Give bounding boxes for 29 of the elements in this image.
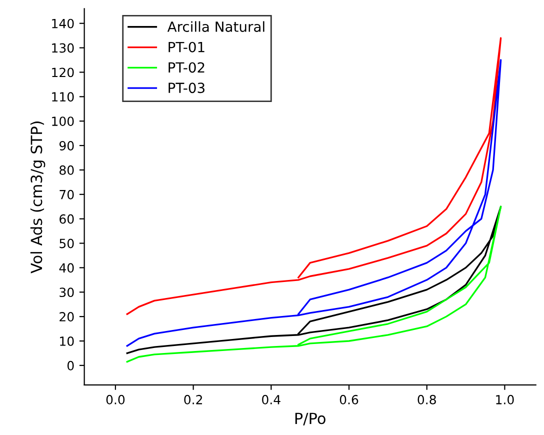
legend-label: PT-03 (168, 82, 204, 94)
x-tick-label: 0.6 (340, 394, 358, 404)
y-tick-label: 50 (60, 238, 74, 248)
y-axis-title: Vol Ads (cm3/g STP) (30, 122, 46, 274)
x-tick-label: 0.0 (106, 394, 125, 404)
y-tick-label: 90 (59, 141, 74, 150)
x-tick-label: 0.8 (418, 394, 436, 404)
y-tick-label: 70 (60, 190, 74, 200)
y-tick-label: 140 (52, 18, 74, 28)
y-tick-label: 20 (60, 312, 74, 322)
line-series (126, 37, 502, 315)
y-tick-label: 80 (60, 165, 74, 175)
x-tick-label: 0.4 (262, 394, 280, 404)
y-tick-label: 60 (60, 214, 74, 224)
line-series (126, 59, 502, 347)
y-tick-label: 100 (52, 116, 74, 126)
legend-label: PT-02 (168, 62, 204, 73)
y-tick-label: 10 (60, 336, 74, 346)
y-tick-label: 130 (52, 43, 74, 53)
x-axis-title: P/Po (295, 412, 326, 426)
legend-label: PT-01 (168, 42, 204, 52)
y-tick-label: 30 (60, 288, 74, 298)
legend-label: Arcilla Natural (167, 21, 264, 32)
y-tick-label: 110 (52, 92, 74, 102)
y-tick-label: 40 (59, 263, 74, 273)
y-tick-label: 0 (67, 360, 74, 370)
x-tick-label: 0.2 (184, 394, 202, 404)
y-tick-label: 120 (52, 68, 74, 78)
x-tick-label: 1.0 (496, 394, 514, 404)
